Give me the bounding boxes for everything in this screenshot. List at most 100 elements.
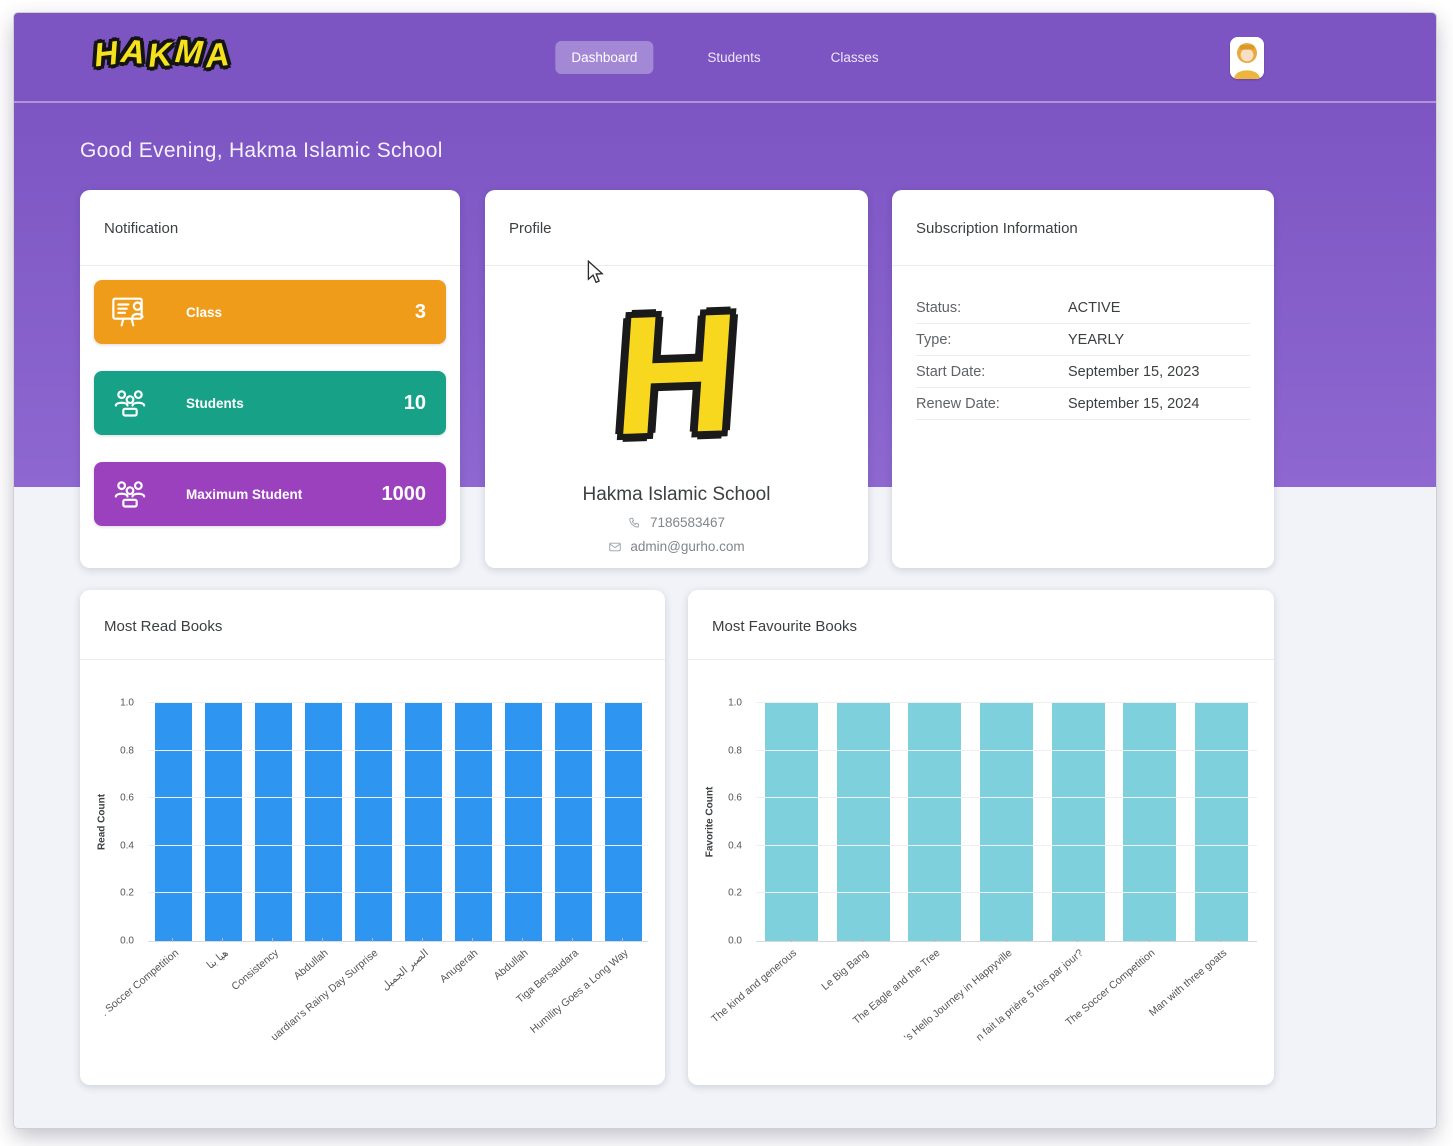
stat-label: Class bbox=[186, 304, 223, 320]
y-tick-label: 0.2 bbox=[728, 887, 742, 899]
bar[interactable] bbox=[304, 703, 342, 941]
nav-item-students[interactable]: Students bbox=[707, 49, 761, 65]
bar-slot bbox=[248, 703, 298, 941]
most-favourite-books-title: Most Favourite Books bbox=[712, 618, 858, 635]
hakma-logo[interactable]: HAKMA bbox=[91, 31, 234, 74]
y-axis-ticks: 0.0 0.2 0.4 0.6 0.8 1.0 bbox=[108, 698, 140, 947]
bar[interactable] bbox=[604, 703, 642, 941]
row-label: Renew Date: bbox=[916, 395, 1000, 412]
logo-letter: A bbox=[119, 31, 150, 72]
bar[interactable] bbox=[1194, 703, 1248, 941]
gridline bbox=[756, 749, 1257, 751]
bar[interactable] bbox=[504, 703, 542, 941]
bar-slot bbox=[198, 703, 248, 941]
students-icon bbox=[114, 481, 146, 508]
most-read-books-title: Most Read Books bbox=[104, 618, 223, 635]
y-tick-label: 1.0 bbox=[120, 697, 134, 709]
notification-title: Notification bbox=[104, 220, 179, 237]
gridline bbox=[148, 702, 648, 703]
bar-slot bbox=[971, 703, 1043, 941]
bar[interactable] bbox=[908, 703, 962, 941]
bar-slot bbox=[498, 703, 548, 941]
y-axis-ticks: 0.0 0.2 0.4 0.6 0.8 1.0 bbox=[716, 698, 748, 947]
gridline bbox=[756, 702, 1257, 703]
row-value: ACTIVE bbox=[1068, 299, 1121, 316]
x-tick-label: Le Big Bang bbox=[819, 947, 872, 993]
row-label: Status: bbox=[916, 299, 962, 316]
bar-slot bbox=[398, 703, 448, 941]
bar-slot bbox=[1185, 703, 1257, 941]
x-tick-label: الصبر الجميل bbox=[379, 947, 431, 993]
subscription-row-renew-date: Renew Date: September 15, 2024 bbox=[916, 388, 1250, 420]
plot-area bbox=[148, 702, 648, 942]
x-tick-label: هيا بنا bbox=[204, 947, 231, 972]
stat-students[interactable]: Students 10 bbox=[94, 371, 446, 435]
subscription-row-start-date: Start Date: September 15, 2023 bbox=[916, 356, 1250, 388]
bar-slot bbox=[828, 703, 900, 941]
y-tick-label: 0.8 bbox=[728, 745, 742, 757]
x-tick-label: . Soccer Competition bbox=[98, 947, 181, 1019]
x-tick-label: Humility Goes a Long Way bbox=[528, 947, 631, 1036]
bar[interactable] bbox=[254, 703, 292, 941]
x-tick-label: Anugerah bbox=[438, 947, 481, 986]
stat-class[interactable]: Class 3 bbox=[94, 280, 446, 344]
row-label: Start Date: bbox=[916, 363, 986, 380]
bar[interactable] bbox=[354, 703, 392, 941]
y-tick-label: 0.0 bbox=[120, 935, 134, 947]
bar[interactable] bbox=[1051, 703, 1105, 941]
bar-slot bbox=[348, 703, 398, 941]
gridline bbox=[756, 844, 1257, 846]
bar-slot bbox=[598, 703, 648, 941]
gridline bbox=[756, 797, 1257, 799]
subscription-title: Subscription Information bbox=[916, 220, 1078, 237]
bar[interactable] bbox=[980, 703, 1033, 941]
phone-number: 7186583467 bbox=[649, 515, 726, 530]
nav-item-classes[interactable]: Classes bbox=[830, 49, 879, 65]
row-label: Type: bbox=[916, 331, 952, 348]
bar[interactable] bbox=[1123, 703, 1177, 941]
bar-slot bbox=[148, 703, 198, 941]
y-tick-label: 0.8 bbox=[120, 745, 134, 757]
class-board-icon bbox=[112, 297, 144, 327]
row-value: YEARLY bbox=[1068, 331, 1125, 348]
y-tick-label: 0.6 bbox=[728, 792, 742, 804]
bar-slot bbox=[548, 703, 598, 941]
gridline bbox=[148, 844, 648, 846]
stat-label: Maximum Student bbox=[186, 486, 303, 502]
bar-slot bbox=[756, 703, 828, 941]
stat-maximum-student[interactable]: Maximum Student 1000 bbox=[94, 462, 446, 526]
gridline bbox=[756, 892, 1257, 894]
school-logo: H bbox=[609, 277, 744, 471]
avatar-person-icon bbox=[1230, 37, 1264, 79]
x-tick-label: Consistency bbox=[229, 947, 281, 993]
gridline bbox=[148, 892, 648, 894]
x-tick-label: Abdullah bbox=[291, 947, 331, 983]
bar[interactable] bbox=[404, 703, 442, 941]
user-avatar[interactable] bbox=[1230, 37, 1264, 79]
bar[interactable] bbox=[765, 703, 819, 941]
subscription-row-status: Status: ACTIVE bbox=[916, 292, 1250, 324]
gridline bbox=[148, 749, 648, 751]
bar[interactable] bbox=[154, 703, 192, 941]
logo-letter: M bbox=[173, 31, 207, 72]
phone-icon bbox=[629, 517, 639, 528]
most-read-books-card: Most Read Books Read Count 0.0 0.2 0.4 0.6 0… bbox=[80, 590, 665, 1085]
nav-item-dashboard[interactable]: Dashboard bbox=[555, 40, 654, 74]
x-axis-labels: . Soccer Competition هيا بنا Consistency Ab… bbox=[98, 938, 648, 1043]
most-favourite-books-card: Most Favourite Books Favorite Count 0.0 0… bbox=[688, 590, 1274, 1085]
x-tick-label: Man with three goats bbox=[1146, 947, 1229, 1019]
y-tick-label: 0.4 bbox=[728, 840, 742, 852]
bar-slot bbox=[1114, 703, 1186, 941]
x-axis-labels: The kind and generous Le Big Bang The Eagl… bbox=[709, 938, 1257, 1044]
x-tick-label: The kind and generous bbox=[709, 947, 800, 1026]
row-value: September 15, 2023 bbox=[1068, 363, 1200, 380]
main-nav: Dashboard Students Classes bbox=[555, 13, 894, 101]
most-favourite-books-chart: Favorite Count 0.0 0.2 0.4 0.6 0.8 1.0 The ki… bbox=[688, 660, 1274, 1044]
bar[interactable] bbox=[554, 703, 592, 941]
bar[interactable] bbox=[836, 703, 890, 941]
bar-slot bbox=[1042, 703, 1114, 941]
logo-letter: H bbox=[91, 33, 123, 74]
bar[interactable] bbox=[204, 703, 242, 941]
bar[interactable] bbox=[454, 703, 492, 941]
y-axis-label: Read Count bbox=[96, 793, 108, 851]
